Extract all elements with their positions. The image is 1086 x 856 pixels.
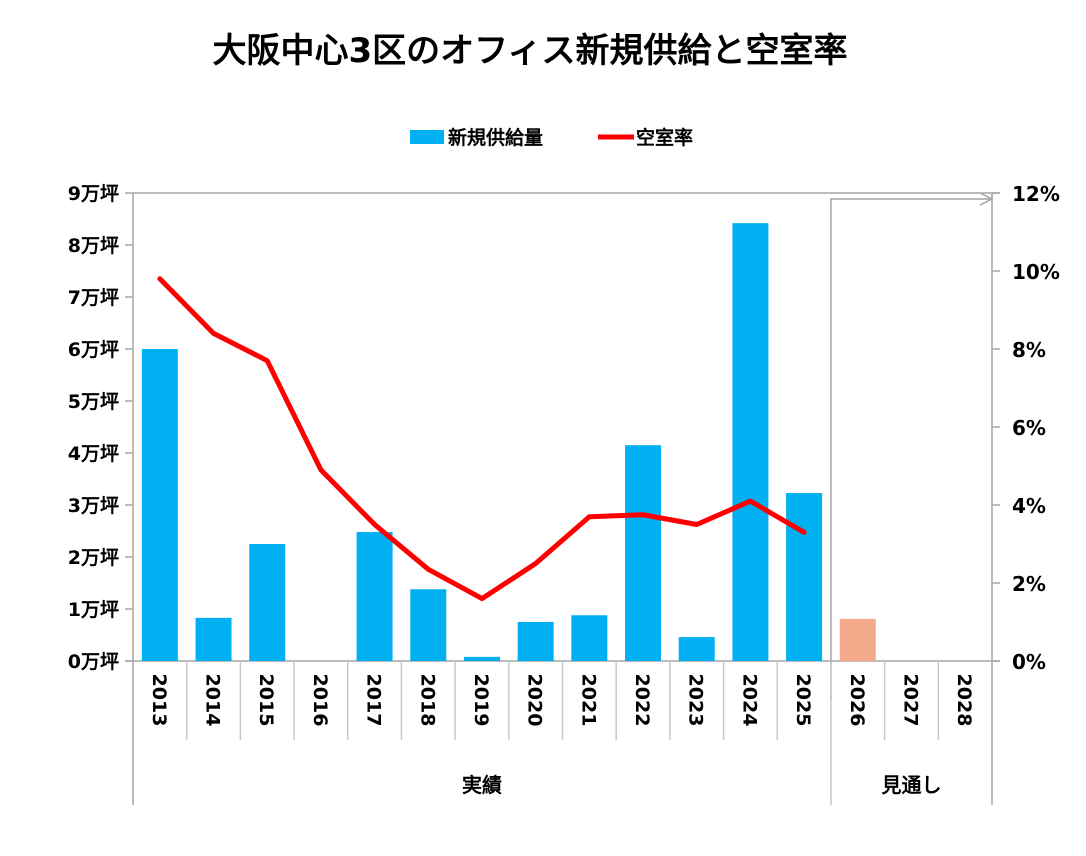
category-label: 2026: [846, 674, 868, 727]
legend-label-line: 空室率: [636, 126, 693, 149]
category-label: 2018: [416, 674, 438, 727]
bar-2020: [518, 622, 554, 661]
category-label: 2015: [255, 674, 277, 727]
category-label: 2019: [470, 674, 492, 727]
left-tick-label: 8万坪: [68, 235, 119, 257]
left-tick-label: 7万坪: [68, 287, 119, 309]
category-label: 2017: [363, 674, 385, 727]
bar-2014: [196, 618, 232, 661]
left-tick-label: 0万坪: [68, 651, 119, 673]
bar-2024: [732, 223, 768, 661]
right-tick-label: 0%: [1012, 650, 1046, 674]
right-tick-label: 4%: [1012, 494, 1046, 518]
left-tick-label: 9万坪: [68, 183, 119, 205]
left-tick-label: 1万坪: [68, 599, 119, 621]
left-tick-label: 3万坪: [68, 495, 119, 517]
legend-label-bar: 新規供給量: [448, 126, 543, 149]
category-label: 2023: [685, 674, 707, 727]
bar-2022: [625, 445, 661, 661]
bar-2026: [840, 619, 876, 661]
category-label: 2024: [738, 674, 760, 727]
category-label: 2022: [631, 674, 653, 727]
right-tick-label: 10%: [1012, 260, 1060, 284]
group-label: 見通し: [881, 773, 941, 797]
bar-2023: [679, 637, 715, 661]
right-tick-label: 6%: [1012, 416, 1046, 440]
bar-2021: [571, 615, 607, 661]
right-tick-label: 2%: [1012, 572, 1046, 596]
bar-2025: [786, 493, 822, 661]
left-tick-label: 5万坪: [68, 391, 119, 413]
left-tick-label: 4万坪: [68, 443, 119, 465]
bar-2019: [464, 657, 500, 661]
bar-2015: [249, 544, 285, 661]
legend-swatch-bar: [410, 130, 444, 144]
category-label: 2016: [309, 674, 331, 727]
bar-2018: [410, 589, 446, 661]
right-tick-label: 8%: [1012, 338, 1046, 362]
bar-2017: [357, 532, 393, 661]
group-label: 実績: [462, 773, 502, 797]
bar-2013: [142, 349, 178, 661]
category-label: 2027: [899, 674, 921, 727]
category-label: 2014: [202, 674, 224, 727]
right-tick-label: 12%: [1012, 182, 1060, 206]
category-label: 2020: [524, 674, 546, 727]
left-tick-label: 6万坪: [68, 339, 119, 361]
category-label: 2025: [792, 674, 814, 727]
chart-title: 大阪中心3区のオフィス新規供給と空室率: [213, 31, 848, 71]
left-tick-label: 2万坪: [68, 547, 119, 569]
category-label: 2028: [953, 674, 975, 727]
category-label: 2021: [577, 674, 599, 727]
legend: 新規供給量 空室率: [410, 126, 693, 149]
category-label: 2013: [148, 674, 170, 727]
